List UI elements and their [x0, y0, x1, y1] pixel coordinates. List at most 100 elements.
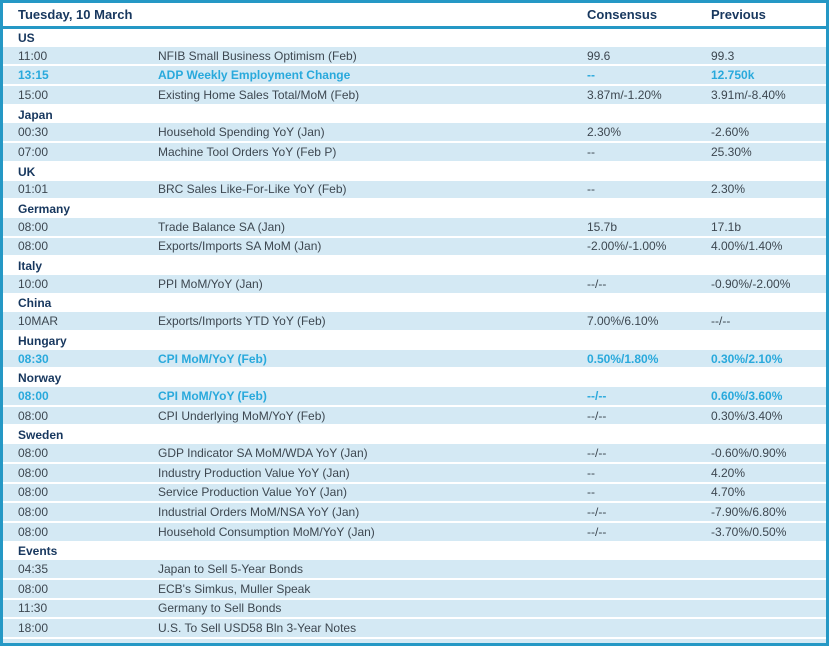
event-cell: Trade Balance SA (Jan) — [158, 219, 285, 234]
section-label: US — [18, 30, 35, 45]
table-row: 10:00 PPI MoM/YoY (Jan) --/-- -0.90%/-2.00% — [3, 274, 826, 295]
previous-cell: -3.70%/0.50% — [711, 524, 787, 539]
previous-cell: --/-- — [711, 314, 731, 329]
event-cell: NFIB Small Business Optimism (Feb) — [158, 48, 357, 63]
time-cell: 07:00 — [18, 144, 49, 159]
time-cell: 15:00 — [18, 87, 49, 102]
consensus-cell: --/-- — [587, 388, 607, 403]
table-row: 08:00 CPI Underlying MoM/YoY (Feb) --/-- 0.… — [3, 406, 826, 427]
time-cell: 08:00 — [18, 239, 49, 254]
previous-cell: 99.3 — [711, 48, 735, 63]
event-cell: BRC Sales Like-For-Like YoY (Feb) — [158, 182, 347, 197]
consensus-cell: --/-- — [587, 276, 607, 291]
consensus-column-header: Consensus — [587, 7, 658, 22]
time-cell: 10MAR — [18, 314, 59, 329]
previous-cell: 3.91m/-8.40% — [711, 87, 786, 102]
table-row: 08:00 ECB's Simkus, Muller Speak — [3, 579, 826, 600]
section-label: UK — [18, 164, 36, 179]
consensus-cell: -- — [587, 182, 595, 197]
time-cell: 00:30 — [18, 125, 49, 140]
consensus-cell: 15.7b — [587, 219, 618, 234]
event-cell: U.S. To Sell USD58 Bln 3-Year Notes — [158, 621, 357, 636]
section-header-uk: UK — [3, 162, 826, 181]
section-label: Sweden — [18, 428, 64, 443]
section-header-us: US — [3, 29, 826, 47]
bottom-filler-strip — [3, 639, 826, 643]
previous-cell: 4.20% — [711, 465, 746, 480]
previous-cell: 12.750k — [711, 68, 755, 83]
section-label: Events — [18, 544, 58, 559]
consensus-cell: -2.00%/-1.00% — [587, 239, 667, 254]
time-cell: 08:00 — [18, 485, 49, 500]
consensus-cell: 99.6 — [587, 48, 611, 63]
time-cell: 11:00 — [18, 48, 48, 63]
previous-cell: 25.30% — [711, 144, 752, 159]
event-cell: ECB's Simkus, Muller Speak — [158, 581, 311, 596]
table-row: 01:01 BRC Sales Like-For-Like YoY (Feb) --… — [3, 180, 826, 201]
table-row: 13:15 ADP Weekly Employment Change -- 12.75… — [3, 66, 826, 87]
event-cell: Exports/Imports YTD YoY (Feb) — [158, 314, 326, 329]
event-cell: Industrial Orders MoM/NSA YoY (Jan) — [158, 505, 360, 520]
previous-cell: -2.60% — [711, 125, 750, 140]
table-row: 15:00 Existing Home Sales Total/MoM (Feb)… — [3, 86, 826, 106]
section-header-hungary: Hungary — [3, 332, 826, 350]
time-cell: 10:00 — [18, 276, 49, 291]
previous-column-header: Previous — [711, 7, 766, 22]
previous-cell: 0.30%/2.10% — [711, 351, 783, 366]
consensus-cell: -- — [587, 68, 595, 83]
event-cell: CPI Underlying MoM/YoY (Feb) — [158, 408, 326, 423]
event-cell: Japan to Sell 5-Year Bonds — [158, 562, 303, 577]
time-cell: 08:00 — [18, 388, 49, 403]
time-cell: 18:00 — [18, 621, 49, 636]
table-row: 08:00 CPI MoM/YoY (Feb) --/-- 0.60%/3.60% — [3, 387, 826, 407]
previous-cell: -0.90%/-2.00% — [711, 276, 791, 291]
table-body: US 11:00 NFIB Small Business Optimism (Feb… — [3, 29, 826, 643]
time-cell: 11:30 — [18, 601, 48, 616]
consensus-cell: --/-- — [587, 408, 607, 423]
previous-cell: 0.30%/3.40% — [711, 408, 783, 423]
time-cell: 08:30 — [18, 351, 49, 366]
previous-cell: 2.30% — [711, 182, 746, 197]
section-label: Hungary — [18, 333, 67, 348]
consensus-cell: --/-- — [587, 445, 607, 460]
section-header-germany: Germany — [3, 200, 826, 218]
event-cell: Germany to Sell Bonds — [158, 601, 282, 616]
previous-cell: 0.60%/3.60% — [711, 388, 783, 403]
table-row: 10MAR Exports/Imports YTD YoY (Feb) 7.00%/… — [3, 312, 826, 332]
table-row: 08:00 Exports/Imports SA MoM (Jan) -2.00%/… — [3, 237, 826, 258]
table-row: 08:00 Service Production Value YoY (Jan) -… — [3, 483, 826, 504]
consensus-cell: 0.50%/1.80% — [587, 351, 659, 366]
table-row: 11:00 NFIB Small Business Optimism (Feb) 9… — [3, 46, 826, 67]
table-row: 08:00 Industrial Orders MoM/NSA YoY (Jan)… — [3, 503, 826, 523]
event-cell: CPI MoM/YoY (Feb) — [158, 388, 267, 403]
event-cell: PPI MoM/YoY (Jan) — [158, 276, 263, 291]
time-cell: 04:35 — [18, 562, 49, 577]
event-cell: Household Consumption MoM/YoY (Jan) — [158, 524, 375, 539]
section-header-china: China — [3, 294, 826, 313]
time-cell: 08:00 — [18, 408, 49, 423]
event-cell: Machine Tool Orders YoY (Feb P) — [158, 144, 337, 159]
event-cell: Household Spending YoY (Jan) — [158, 125, 325, 140]
section-header-sweden: Sweden — [3, 426, 826, 445]
table-row: 08:00 GDP Indicator SA MoM/WDA YoY (Jan) -… — [3, 444, 826, 464]
previous-cell: -7.90%/6.80% — [711, 505, 787, 520]
consensus-cell: -- — [587, 144, 595, 159]
event-cell: ADP Weekly Employment Change — [158, 68, 351, 83]
consensus-cell: 2.30% — [587, 125, 622, 140]
event-cell: GDP Indicator SA MoM/WDA YoY (Jan) — [158, 445, 368, 460]
table-row: 00:30 Household Spending YoY (Jan) 2.30% -2… — [3, 123, 826, 144]
event-cell: Existing Home Sales Total/MoM (Feb) — [158, 87, 360, 102]
table-row: 04:35 Japan to Sell 5-Year Bonds — [3, 560, 826, 580]
section-label: Germany — [18, 202, 71, 217]
table-row: 08:00 Trade Balance SA (Jan) 15.7b 17.1b — [3, 217, 826, 238]
time-cell: 08:00 — [18, 465, 49, 480]
table-row: 08:00 Industry Production Value YoY (Jan)… — [3, 463, 826, 484]
table-row: 08:00 Household Consumption MoM/YoY (Jan)… — [3, 522, 826, 543]
time-cell: 13:15 — [18, 68, 49, 83]
section-label: Norway — [18, 371, 62, 386]
section-label: Japan — [18, 107, 53, 122]
time-cell: 08:00 — [18, 445, 49, 460]
table-row: 11:30 Germany to Sell Bonds — [3, 599, 826, 620]
table-header-row: Tuesday, 10 March Consensus Previous — [3, 3, 826, 29]
consensus-cell: 3.87m/-1.20% — [587, 87, 662, 102]
